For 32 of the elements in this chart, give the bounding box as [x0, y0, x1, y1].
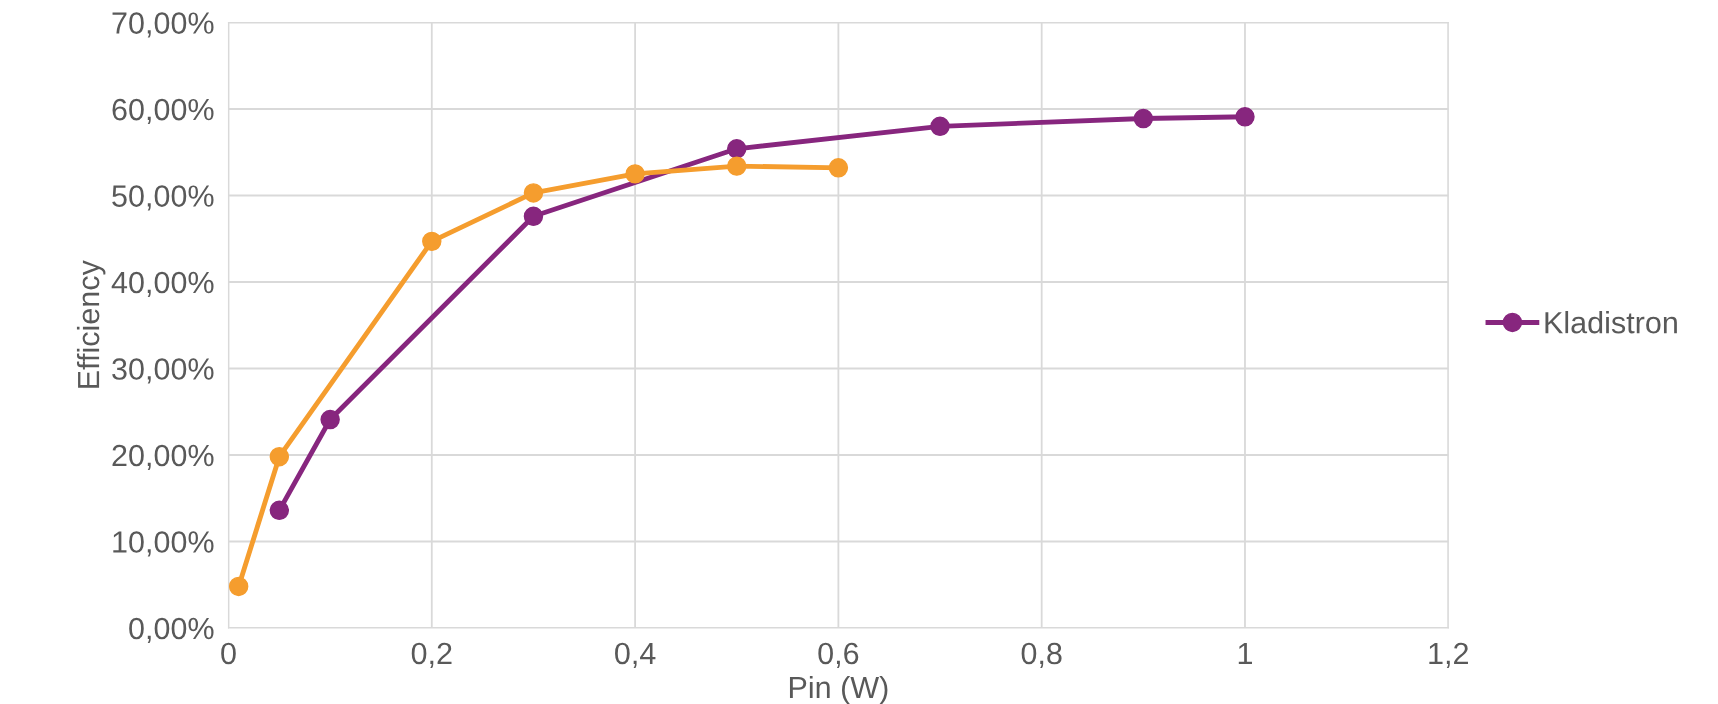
point	[523, 183, 544, 203]
y-tick-label: 70,00%	[112, 12, 214, 38]
x-tick-label: 0	[221, 642, 236, 665]
point	[930, 116, 950, 137]
x-tick-label: 1	[1238, 642, 1252, 664]
point	[523, 206, 544, 226]
x-tick-label: 0,8	[1021, 642, 1062, 668]
x-tick-label: 0,6	[818, 642, 859, 668]
x-tick-label: 0,4	[615, 642, 656, 668]
y-tick-label: 30,00%	[112, 358, 214, 384]
point	[269, 500, 290, 521]
point	[422, 231, 442, 252]
point	[727, 139, 747, 159]
point	[625, 164, 645, 184]
point	[269, 446, 290, 467]
y-tick-label: 0,00%	[129, 617, 214, 643]
y-tick-label: 10,00%	[113, 531, 214, 557]
y-tick-label: 40,00%	[111, 271, 214, 297]
y-tick-label: 20,00%	[112, 444, 214, 470]
y-tick-label: 50,00%	[112, 185, 214, 211]
point	[828, 158, 849, 178]
point	[228, 576, 249, 597]
x-tick-label: 0,2	[411, 642, 452, 668]
x-tick-label: 1,2	[1429, 642, 1468, 668]
x-axis-title: Pin (W)	[789, 675, 888, 704]
point	[1133, 108, 1154, 129]
y-axis-title: Efficiency	[76, 260, 106, 388]
y-tick-label: 60,00%	[112, 98, 214, 124]
point	[727, 156, 747, 176]
point	[320, 409, 340, 430]
point	[1235, 107, 1255, 127]
legend-label: Kladistron	[1545, 311, 1677, 334]
